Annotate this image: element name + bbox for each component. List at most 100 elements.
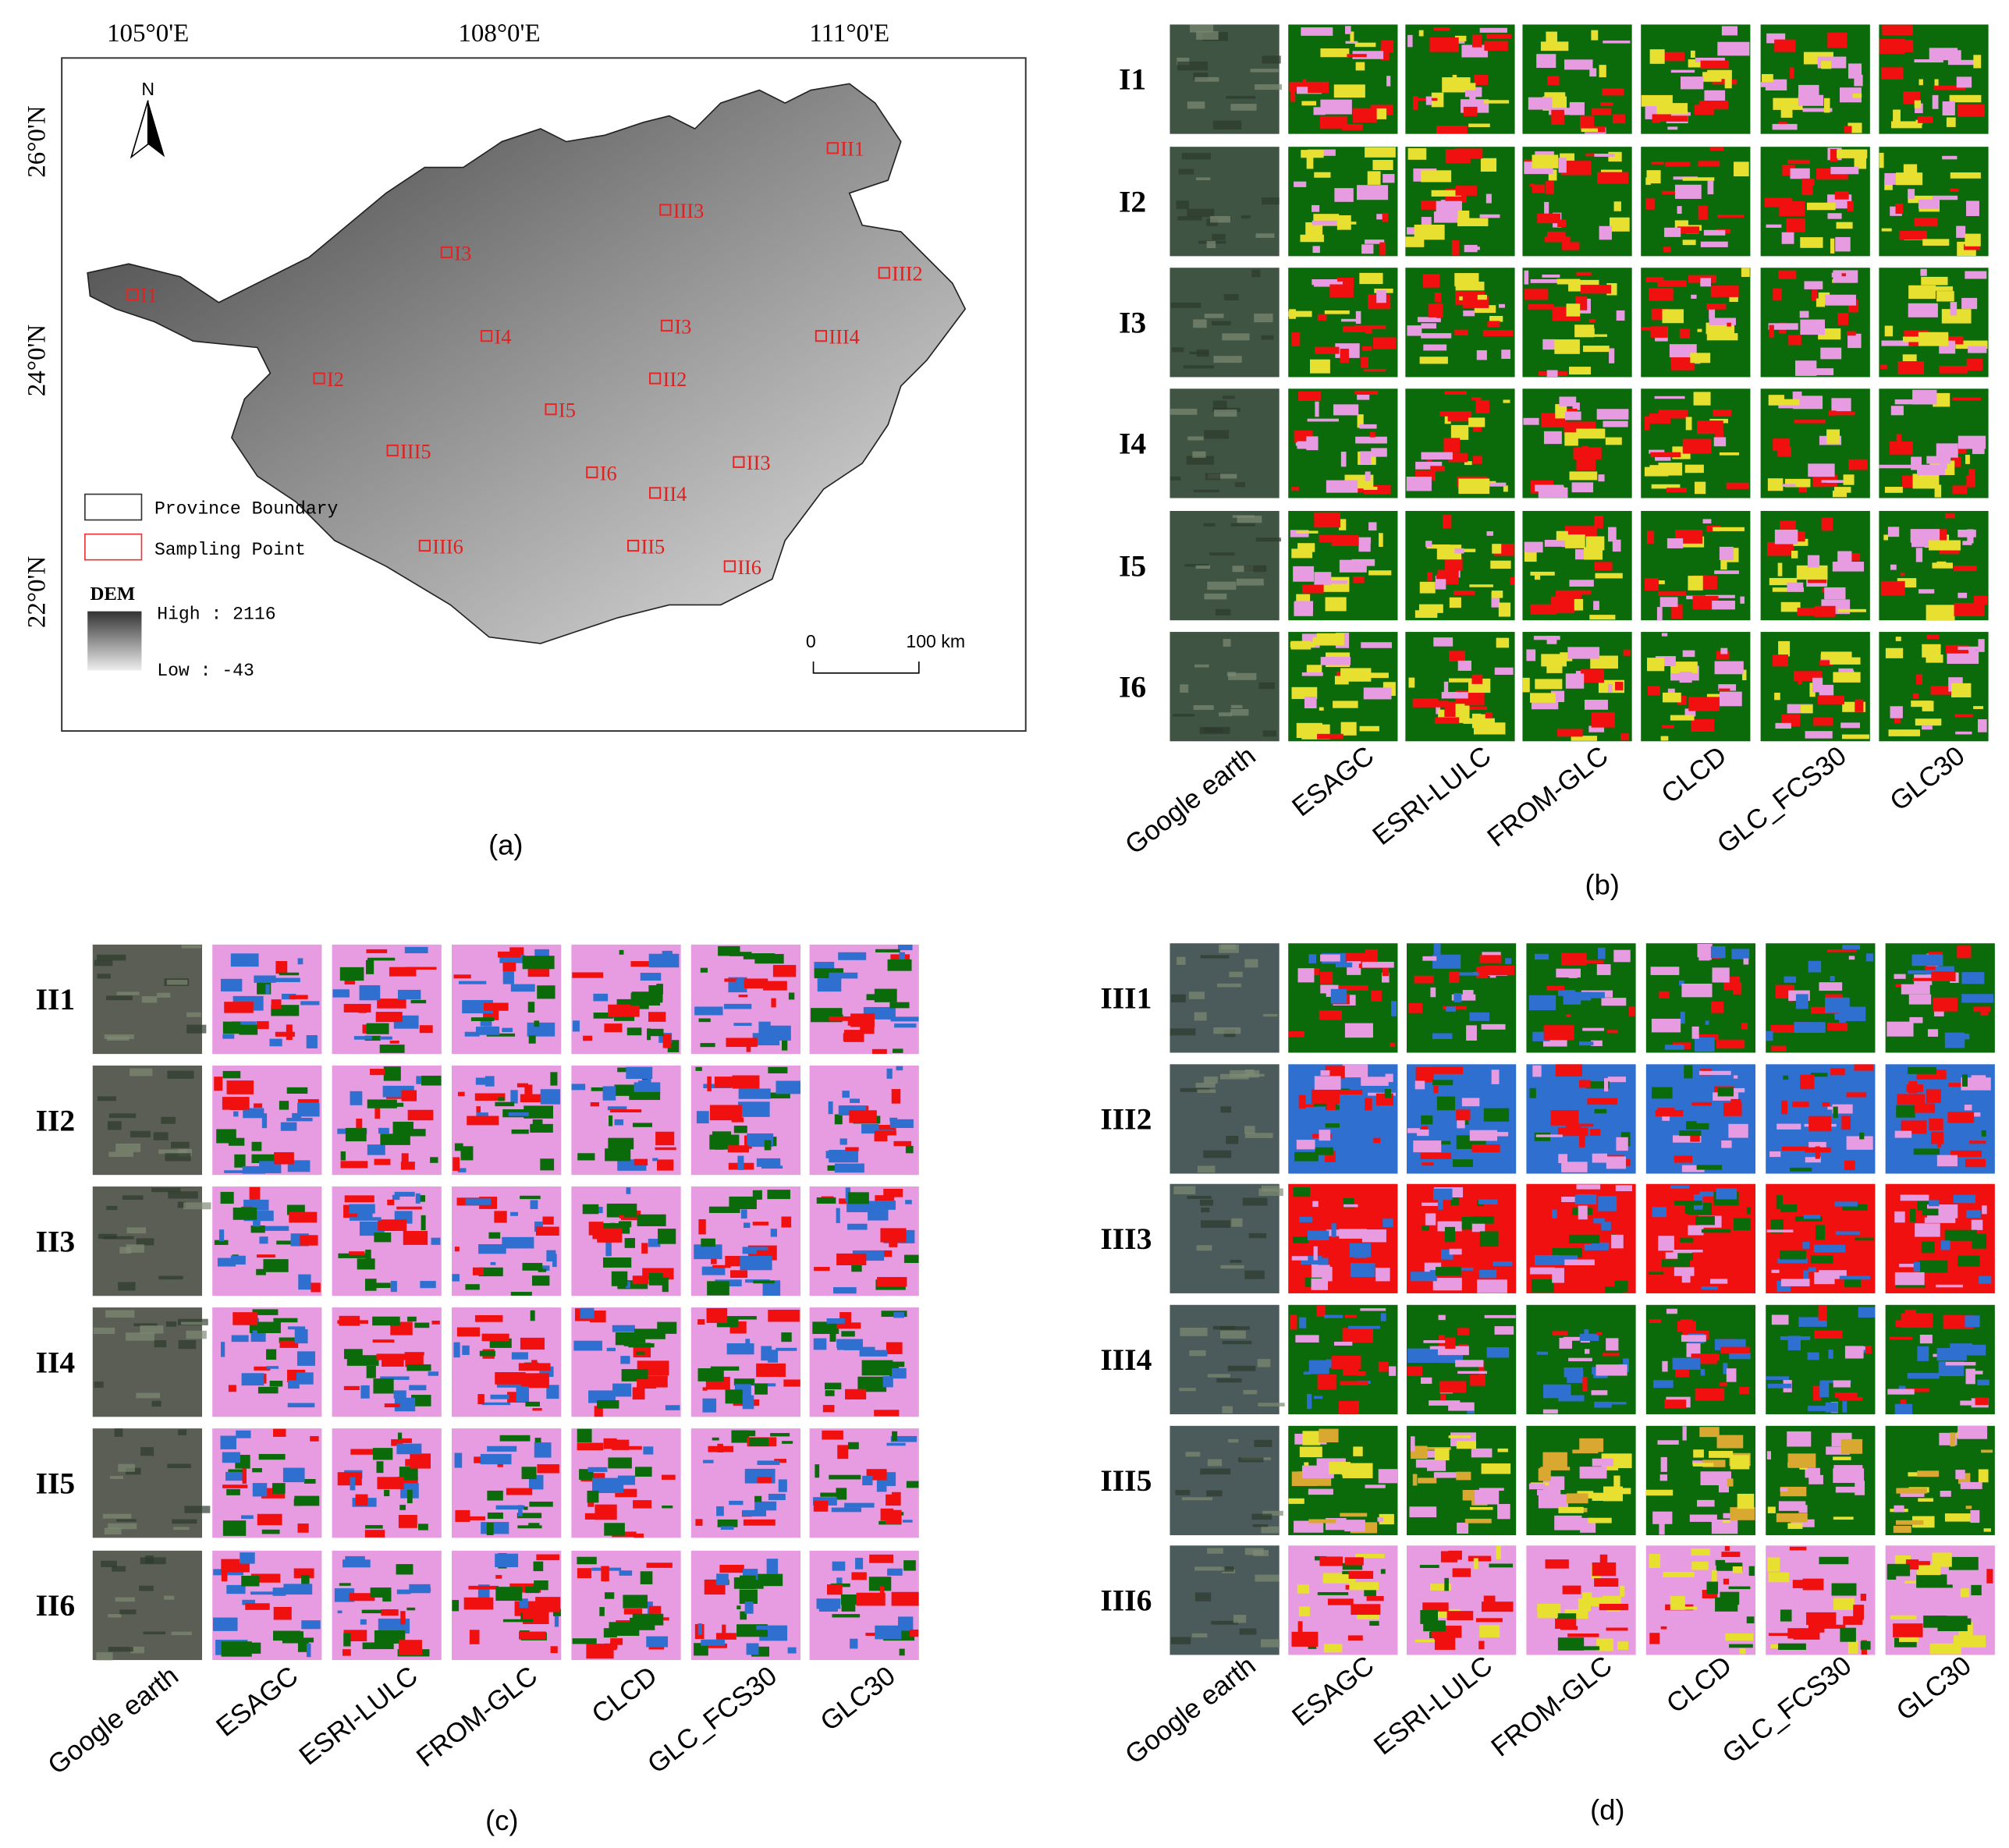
class-patch [1449,971,1460,983]
class-patch [1894,1403,1913,1414]
class-patch [1591,711,1615,728]
class-patch [577,1556,597,1565]
class-patch [605,1241,612,1257]
class-patch [1571,1646,1600,1651]
class-patch [1890,441,1913,455]
class-patch [1844,1160,1855,1170]
class-patch [529,1501,553,1507]
class-patch [452,1600,460,1612]
class-patch [1688,1225,1704,1236]
class-patch [1590,1040,1603,1047]
class-patch [1838,1011,1846,1025]
class-patch [1485,712,1493,718]
class-patch [1465,1137,1486,1147]
texture [1236,578,1264,586]
class-patch [1890,1336,1912,1340]
texture [1234,482,1246,488]
class-patch [1848,459,1868,470]
class-patch [275,1031,295,1037]
texture [1212,400,1227,410]
class-patch [742,1395,754,1410]
class-patch [1771,1045,1787,1052]
class-patch [754,1495,762,1502]
class-patch [1491,591,1500,608]
sampling-label: II1 [840,137,864,161]
class-patch [634,1082,661,1094]
class-patch [623,1445,642,1450]
class-patch [1894,399,1914,405]
class-patch [1319,534,1336,543]
class-patch [1558,158,1567,173]
class-patch [343,1559,371,1568]
column-label: GLC_FCS30 [1717,1651,1858,1769]
class-patch [1798,94,1824,106]
class-patch [1825,997,1850,1013]
class-patch [1695,1037,1715,1052]
class-patch [1788,335,1801,346]
class-patch [506,1488,533,1495]
class-patch [1842,945,1861,950]
texture [94,959,113,967]
class-patch [1429,37,1459,52]
class-patch [593,993,609,1002]
class-patch [497,1463,503,1467]
class-patch [1795,360,1817,376]
class-patch [1530,693,1556,703]
class-patch [706,1307,728,1323]
class-patch [1571,736,1598,741]
class-patch [1412,698,1439,708]
class-patch [414,1322,430,1328]
class-patch [607,1106,627,1111]
class-patch [1798,482,1808,492]
class-patch [850,1638,858,1649]
class-patch [1924,966,1936,970]
class-patch [1557,1637,1585,1651]
class-patch [1567,1633,1599,1637]
class-patch [1494,1326,1514,1335]
class-patch [712,1437,719,1441]
class-patch [1440,1394,1446,1400]
class-patch [697,1319,705,1325]
class-patch [1914,218,1938,227]
class-patch [1425,96,1432,105]
class-patch [740,1611,747,1620]
class-patch [1432,954,1461,969]
class-patch [1422,956,1437,961]
texture [1261,335,1274,340]
texture [141,996,158,1003]
class-patch [1528,1483,1546,1490]
class-patch [1671,604,1683,619]
class-patch [1458,1267,1474,1271]
class-patch [1644,466,1669,477]
class-patch [289,1211,318,1223]
class-patch [357,1212,373,1218]
class-patch [1936,1284,1963,1288]
class-patch [1603,1402,1627,1405]
class-patch [1698,205,1708,220]
texture [118,1282,136,1291]
class-patch [1666,1308,1677,1314]
column-label: ESAGC [1287,741,1379,823]
class-patch [1841,734,1869,740]
class-patch [842,1091,850,1098]
column-label: ESAGC [211,1661,303,1743]
class-patch [536,1554,559,1561]
class-patch [236,1430,251,1438]
class-patch [886,1068,893,1079]
class-patch [356,1118,363,1129]
class-patch [1726,482,1749,489]
class-patch [1926,456,1951,464]
class-patch [1843,474,1855,485]
texture [1207,581,1237,591]
class-patch [629,1091,661,1101]
class-patch [1834,191,1849,200]
class-patch [1917,1346,1929,1361]
class-patch [1542,1384,1571,1399]
class-patch [1355,62,1365,71]
class-patch [1922,1208,1939,1216]
class-patch [1887,527,1900,537]
class-patch [1914,100,1922,108]
class-patch [1721,1552,1741,1557]
class-patch [905,1200,912,1204]
